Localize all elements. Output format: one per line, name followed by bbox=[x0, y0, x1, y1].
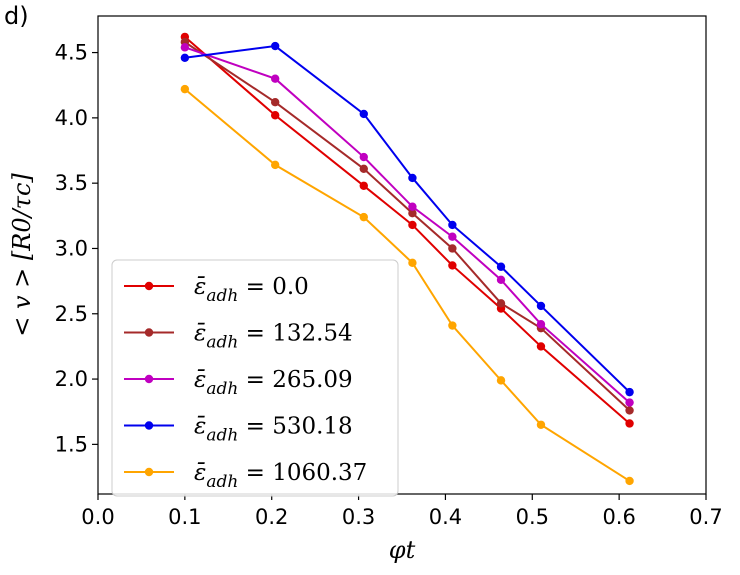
data-point bbox=[448, 220, 457, 230]
series-line-3 bbox=[184, 44, 631, 393]
data-point bbox=[408, 258, 417, 268]
data-point bbox=[625, 476, 634, 486]
data-point bbox=[270, 41, 280, 51]
legend-label: ε̄adh = 132.54 bbox=[194, 321, 353, 353]
data-point bbox=[625, 406, 634, 415]
axes: 0.0 0.1 0.2 0.3 0.4 0.5 0.6 0.7 1.5 2.0 2.5 3.0 3.5 4… bbox=[8, 15, 723, 564]
legend-label: ε̄adh = 1060.37 bbox=[194, 460, 367, 492]
data-point bbox=[180, 53, 190, 62]
data-point bbox=[496, 275, 506, 285]
data-point bbox=[448, 244, 457, 253]
data-point bbox=[359, 152, 368, 162]
x-tick-label: 0.7 bbox=[689, 505, 722, 529]
data-point bbox=[408, 220, 417, 230]
data-point bbox=[270, 97, 280, 107]
y-tick-label: 2.0 bbox=[55, 367, 88, 391]
x-tick-label: 0.2 bbox=[255, 505, 288, 529]
data-point bbox=[536, 420, 546, 429]
y-tick-label: 1.5 bbox=[55, 432, 88, 456]
legend-marker bbox=[144, 421, 154, 430]
data-point bbox=[625, 419, 634, 428]
data-point bbox=[448, 261, 457, 270]
legend-label: ε̄adh = 265.09 bbox=[194, 367, 353, 399]
series-line-1 bbox=[184, 41, 631, 412]
legend-marker bbox=[144, 467, 154, 477]
x-tick-label: 0.3 bbox=[342, 505, 375, 529]
x-tick-label: 0.5 bbox=[516, 505, 549, 529]
legend-marker bbox=[144, 281, 154, 291]
data-point bbox=[359, 212, 368, 222]
legend-marker bbox=[144, 328, 154, 337]
data-point bbox=[270, 160, 280, 170]
x-tick-label: 0.1 bbox=[168, 505, 201, 529]
series-line-4 bbox=[184, 88, 631, 482]
plot-frame bbox=[97, 15, 707, 495]
legend-box bbox=[111, 259, 399, 497]
legend: ε̄adh = 0.0 ε̄adh = 132.54 ε̄adh = 265.09 ε… bbox=[111, 259, 399, 497]
y-axis-label: < v > [R0/τc] bbox=[8, 173, 36, 337]
data-point bbox=[448, 232, 457, 241]
x-tick-label: 0.0 bbox=[81, 505, 114, 529]
data-point bbox=[408, 209, 417, 218]
y-tick-label: 4.5 bbox=[55, 41, 88, 65]
x-tick-label: 0.6 bbox=[602, 505, 635, 529]
data-point bbox=[359, 109, 368, 119]
data-point bbox=[536, 301, 546, 311]
data-point bbox=[408, 202, 417, 211]
data-point bbox=[359, 164, 368, 174]
y-tick-label: 4.0 bbox=[55, 106, 88, 130]
data-point bbox=[536, 342, 546, 351]
panel-label: d) bbox=[4, 2, 29, 30]
data-point bbox=[448, 321, 457, 330]
data-point bbox=[180, 43, 190, 52]
x-tick-label: 0.4 bbox=[429, 505, 462, 529]
y-tick-label: 3.0 bbox=[55, 236, 88, 260]
series-layer bbox=[180, 32, 634, 486]
x-axis-label: φt bbox=[389, 536, 416, 564]
data-point bbox=[496, 299, 506, 308]
y-tick-label: 3.5 bbox=[55, 171, 88, 195]
data-point bbox=[536, 320, 546, 329]
data-point bbox=[408, 173, 417, 183]
data-point bbox=[270, 111, 280, 120]
legend-label: ε̄adh = 530.18 bbox=[194, 414, 353, 446]
data-point bbox=[625, 398, 634, 407]
data-point bbox=[625, 387, 634, 397]
data-point bbox=[496, 262, 506, 271]
legend-marker bbox=[144, 374, 154, 384]
data-point bbox=[496, 376, 506, 385]
legend-label: ε̄adh = 0.0 bbox=[194, 274, 309, 306]
data-point bbox=[270, 74, 280, 83]
data-point bbox=[359, 181, 368, 190]
data-point bbox=[180, 84, 190, 94]
series-line-0 bbox=[184, 36, 631, 425]
y-tick-label: 2.5 bbox=[55, 302, 88, 326]
series-line-2 bbox=[184, 46, 631, 404]
